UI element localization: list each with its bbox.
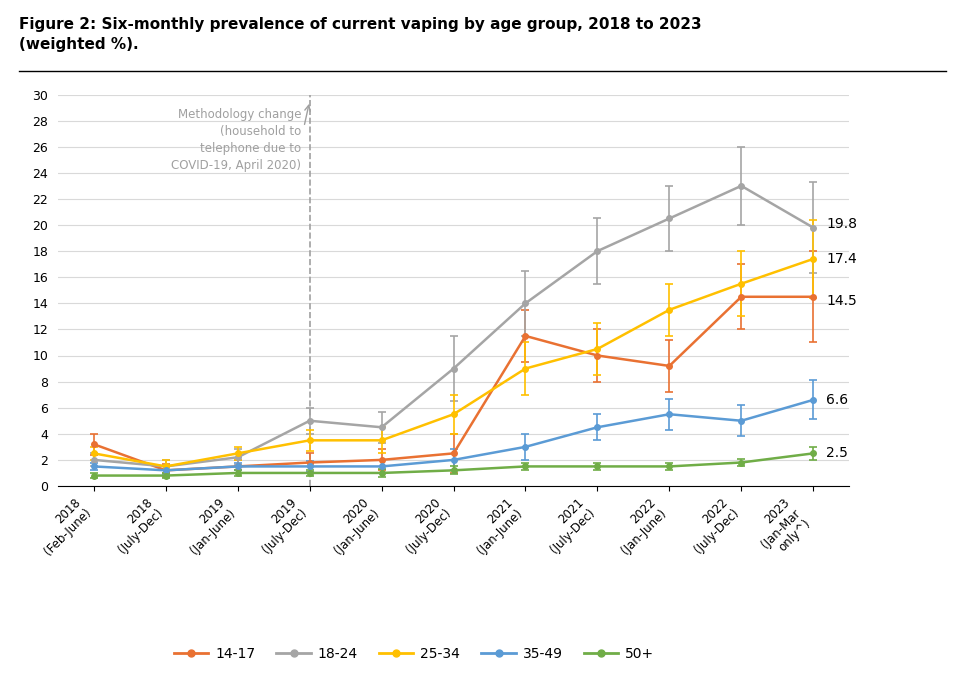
Text: Figure 2: Six-monthly prevalence of current vaping by age group, 2018 to 2023
(w: Figure 2: Six-monthly prevalence of curr… — [19, 17, 702, 52]
Legend: 14-17, 18-24, 25-34, 35-49, 50+: 14-17, 18-24, 25-34, 35-49, 50+ — [168, 642, 660, 667]
Text: 14.5: 14.5 — [826, 294, 857, 308]
Text: 6.6: 6.6 — [826, 393, 848, 407]
Text: 17.4: 17.4 — [826, 252, 857, 266]
Text: 2.5: 2.5 — [826, 446, 848, 460]
Text: Methodology change
(household to
telephone due to
COVID-19, April 2020): Methodology change (household to telepho… — [171, 107, 301, 171]
Text: 19.8: 19.8 — [826, 217, 857, 231]
